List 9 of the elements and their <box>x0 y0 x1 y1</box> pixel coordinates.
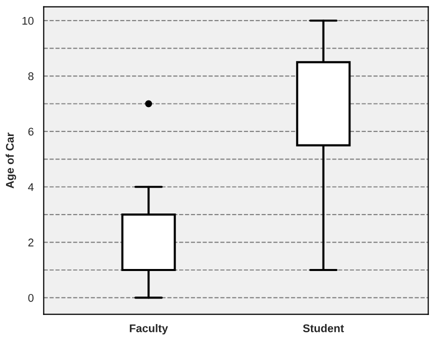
x-tick-label: Student <box>303 324 344 332</box>
y-tick-label: 6 <box>28 128 34 136</box>
y-tick-label: 8 <box>28 72 34 80</box>
y-tick-label: 0 <box>28 294 34 302</box>
y-axis-title: Age of Car <box>6 132 16 188</box>
y-tick-label: 2 <box>28 238 34 246</box>
y-tick-label: 10 <box>22 16 34 25</box>
x-tick-label: Faculty <box>130 324 168 334</box>
y-tick-label: 4 <box>28 183 34 191</box>
